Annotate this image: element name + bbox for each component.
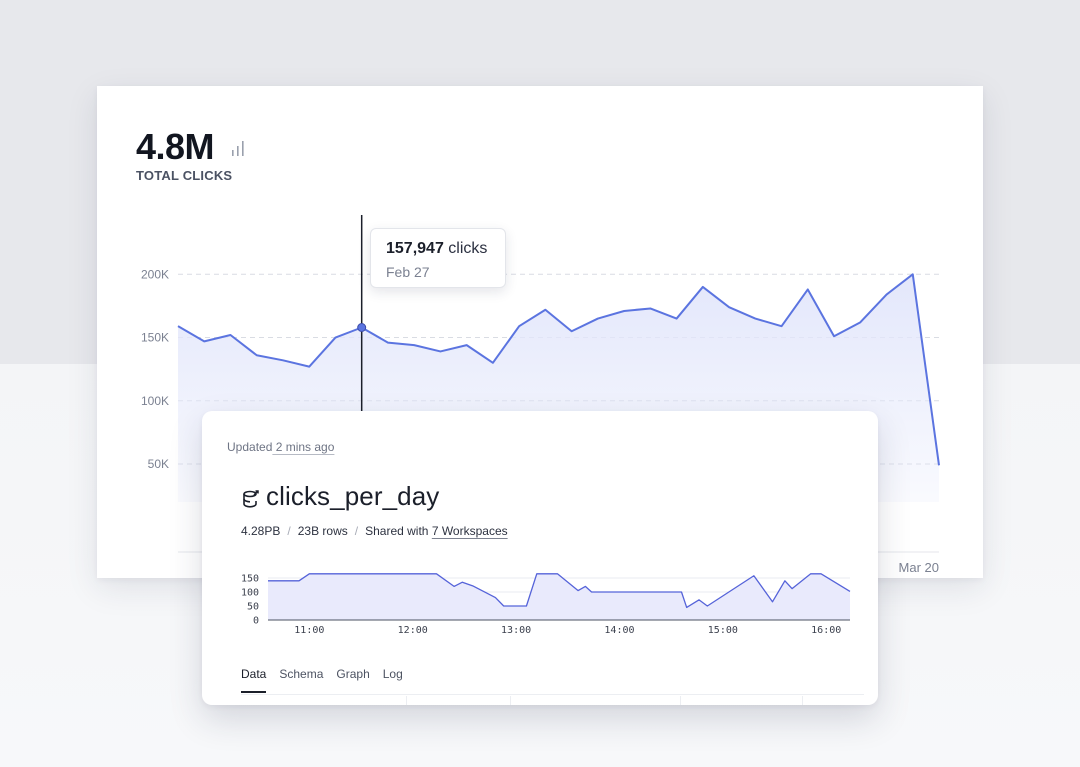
updated-ago-link[interactable]: 2 mins ago [272, 440, 335, 454]
dataset-rows: 23B rows [297, 524, 348, 538]
meta-separator: / [287, 524, 291, 538]
tooltip-unit: clicks [448, 240, 488, 257]
mini-x-tick-label: 11:00 [294, 625, 324, 636]
mini-x-tick-label: 13:00 [501, 625, 531, 636]
mini-y-tick-label: 50 [247, 602, 259, 613]
mini-series-line [268, 573, 851, 609]
dataset-name: clicks_per_day [266, 481, 440, 511]
y-tick-label: 200K [141, 267, 169, 281]
column-divider [680, 696, 681, 705]
mini-y-tick-label: 150 [241, 574, 259, 585]
column-divider [406, 696, 407, 705]
tab-data[interactable]: Data [241, 667, 267, 693]
y-tick-label: 150K [141, 331, 169, 345]
x-tick-label: Mar 20 [899, 560, 939, 575]
tab-log[interactable]: Log [382, 667, 403, 681]
y-tick-label: 100K [141, 394, 169, 408]
kpi-label: TOTAL CLICKS [136, 168, 233, 183]
mini-x-tick-label: 15:00 [708, 625, 738, 636]
column-divider [802, 696, 803, 705]
tabs-divider [241, 694, 864, 695]
chart-tooltip: 157,947 clicks Feb 27 [370, 228, 506, 288]
dataset-tabs: Data Schema Graph Log [241, 667, 403, 693]
column-divider [510, 696, 511, 705]
dataset-sparkline-chart[interactable]: 150 100 50 0 11:00 12:00 13:00 14:00 15:00 16:00 [202, 411, 878, 651]
shared-workspaces-link[interactable]: 7 Workspaces [431, 524, 508, 538]
highlight-point [357, 322, 367, 332]
mini-x-tick-label: 14:00 [604, 625, 634, 636]
database-refresh-icon [243, 490, 259, 508]
dataset-meta: 4.28PB / 23B rows / Shared with 7 Workspaces [241, 524, 508, 538]
kpi-value: 4.8M [136, 126, 215, 167]
y-tick-label: 50K [148, 457, 169, 471]
dataset-size: 4.28PB [241, 524, 281, 538]
mini-x-tick-label: 16:00 [811, 625, 841, 636]
tooltip-value: 157,947 [386, 240, 444, 257]
mini-y-tick-label: 100 [241, 588, 259, 599]
tab-graph[interactable]: Graph [336, 667, 370, 681]
meta-separator: / [354, 524, 359, 538]
bar-chart-icon[interactable] [231, 140, 245, 156]
mini-y-tick-label: 0 [253, 616, 259, 627]
tooltip-date: Feb 27 [386, 264, 430, 280]
series-line [177, 273, 940, 466]
tab-schema[interactable]: Schema [279, 667, 324, 681]
updated-prefix: Updated [227, 440, 273, 454]
shared-prefix: Shared with [365, 524, 429, 538]
dataset-card: Updated 2 mins ago clicks_per_day 4.28PB… [202, 411, 878, 705]
mini-area-fill [268, 573, 850, 620]
mini-x-tick-label: 12:00 [398, 625, 428, 636]
tooltip-value-line: 157,947 clicks [386, 240, 490, 258]
updated-status: Updated 2 mins ago [227, 440, 334, 454]
